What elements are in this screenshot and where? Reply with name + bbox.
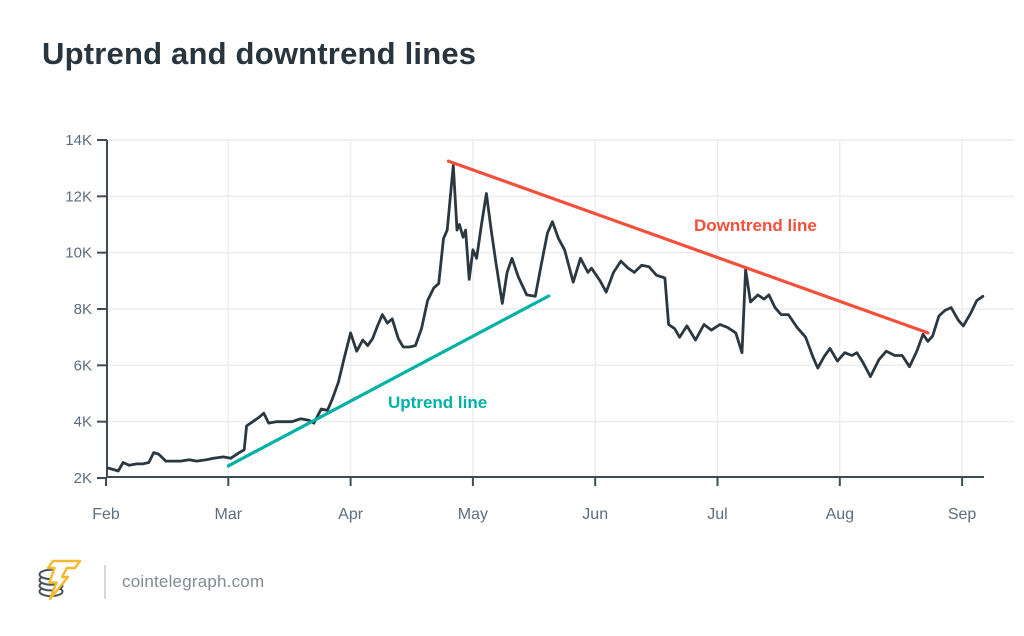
footer-divider [104, 565, 106, 599]
downtrend-line [446, 159, 930, 335]
price-line [107, 163, 985, 473]
y-axis-label: 6K [74, 357, 92, 374]
footer-brand: cointelegraph.com [36, 558, 264, 606]
y-axis-label: 4K [74, 414, 92, 431]
uptrend-line-label: Uptrend line [388, 393, 488, 412]
x-axis-label: Aug [826, 506, 854, 523]
price-chart: 2K 4K 6K 8K 10K 12K 14K Feb Mar Apr May Jun Jul Aug Se… [65, 132, 1014, 523]
x-axis-label: Mar [215, 506, 243, 523]
x-axis-label: Jul [707, 506, 727, 523]
chart-area: 2K 4K 6K 8K 10K 12K 14K Feb Mar Apr May Jun Jul Aug Se… [65, 132, 1014, 523]
y-axis-label: 8K [74, 301, 92, 318]
footer-site-text: cointelegraph.com [122, 572, 265, 591]
cointelegraph-logo-icon [36, 558, 82, 607]
y-axis-label: 14K [65, 132, 92, 149]
x-axis-label: Sep [948, 506, 977, 523]
y-axis-label: 10K [65, 245, 92, 262]
x-axis-label: Jun [582, 506, 608, 523]
x-axis-label: Apr [338, 506, 364, 523]
page-title: Uptrend and downtrend lines [42, 36, 477, 71]
x-axis-label: Feb [92, 506, 120, 523]
x-axis-label: May [458, 506, 488, 523]
y-axis-label: 2K [74, 470, 92, 487]
y-axis-label: 12K [65, 188, 92, 205]
uptrend-line [226, 294, 551, 468]
downtrend-line-label: Downtrend line [694, 216, 817, 235]
